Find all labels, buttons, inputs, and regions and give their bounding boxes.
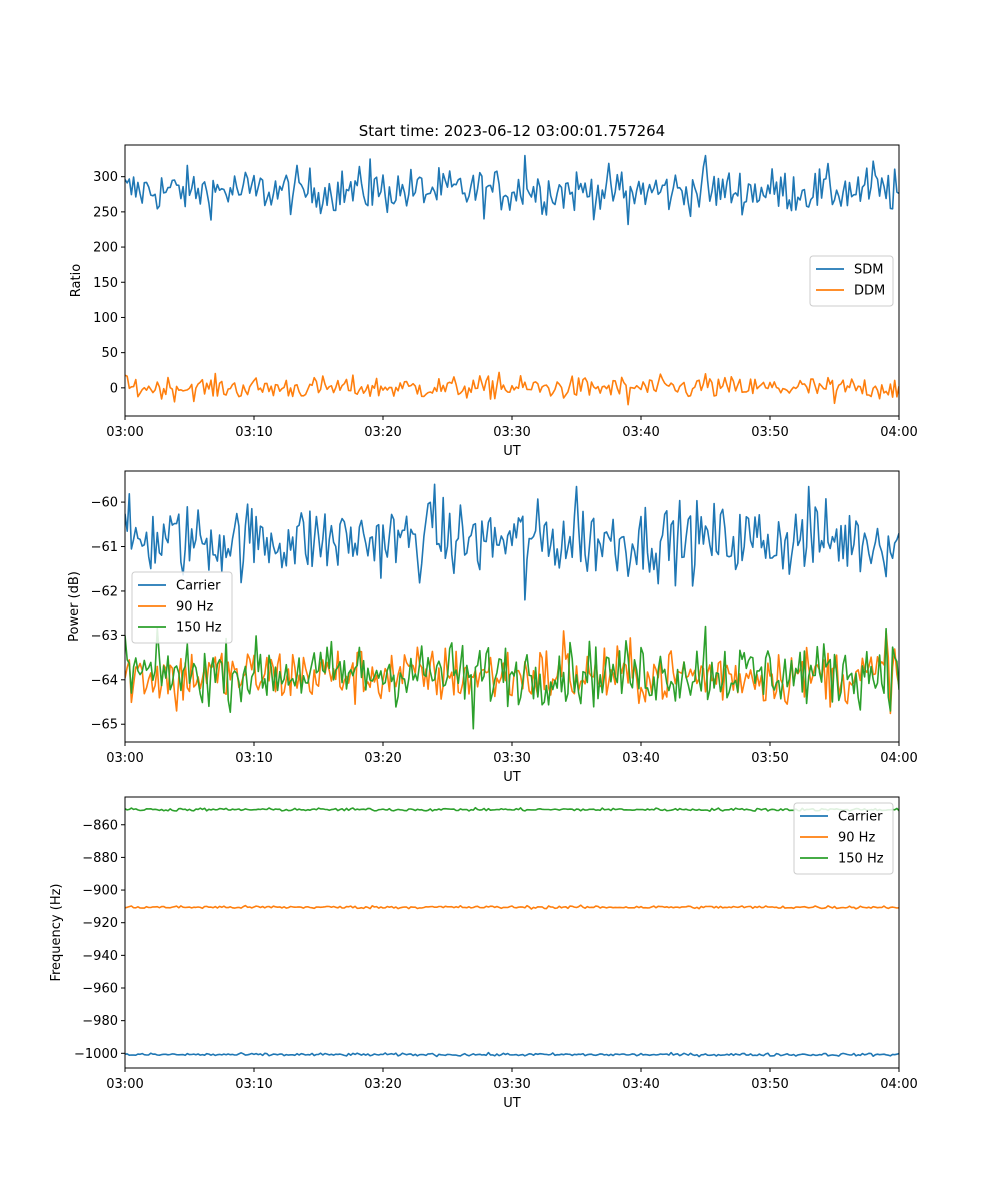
x-tick-label: 03:00 (106, 751, 143, 766)
y-tick-label: −940 (82, 949, 118, 964)
x-tick-label: 03:00 (106, 1077, 143, 1092)
y-tick-label: −900 (82, 884, 118, 899)
x-axis-label: UT (503, 444, 521, 459)
legend-label: Carrier (176, 579, 221, 594)
y-tick-label: −65 (91, 718, 118, 733)
legend-label: DDM (854, 284, 885, 299)
y-tick-label: 0 (110, 381, 118, 396)
legend-label: SDM (854, 263, 883, 278)
series-line-frequency-150-hz (125, 806, 899, 812)
y-tick-label: −62 (91, 584, 118, 599)
legend: SDM DDM (809, 255, 894, 307)
y-tick-label: −1000 (74, 1047, 118, 1062)
y-tick-label: −960 (82, 982, 118, 997)
x-axis-label: UT (503, 770, 521, 785)
x-tick-label: 03:20 (364, 751, 401, 766)
y-tick-label: −60 (91, 496, 118, 511)
x-tick-label: 04:00 (880, 425, 917, 440)
axes-frame (124, 144, 900, 417)
x-tick-label: 03:10 (235, 751, 272, 766)
y-tick-label: −860 (82, 818, 118, 833)
y-tick-label: −880 (82, 851, 118, 866)
y-tick-label: −920 (82, 916, 118, 931)
x-tick-label: 03:10 (235, 425, 272, 440)
x-tick-label: 03:10 (235, 1077, 272, 1092)
x-tick-label: 03:40 (622, 751, 659, 766)
legend-label: 150 Hz (176, 621, 222, 636)
y-axis-label: Ratio (69, 264, 84, 297)
y-tick-label: 250 (93, 205, 118, 220)
y-tick-label: 150 (93, 276, 118, 291)
y-axis-label: Power (dB) (67, 571, 82, 642)
panel-power: 03:00 03:10 03:20 03:30 03:40 03:50 04:00 −65 −6… (67, 470, 918, 785)
legend-box (131, 571, 233, 644)
x-tick-label: 03:30 (493, 1077, 530, 1092)
x-axis-label: UT (503, 1096, 521, 1111)
series-line-power-150-hz (125, 625, 899, 730)
figure-title: Start time: 2023-06-12 03:00:01.757264 (359, 122, 665, 140)
x-tick-label: 03:40 (622, 1077, 659, 1092)
y-tick-label: 100 (93, 311, 118, 326)
x-tick-label: 03:20 (364, 425, 401, 440)
legend-label: Carrier (838, 810, 883, 825)
y-tick-label: 300 (93, 170, 118, 185)
x-tick-label: 03:30 (493, 751, 530, 766)
legend-label: 150 Hz (838, 852, 884, 867)
series-line-ratio-sdm (125, 154, 899, 226)
axes-frame (124, 796, 900, 1069)
x-tick-label: 04:00 (880, 1077, 917, 1092)
y-tick-label: 50 (101, 346, 118, 361)
y-tick-label: −61 (91, 540, 118, 555)
y-tick-label: 200 (93, 241, 118, 256)
series-line-ratio-ddm (125, 371, 899, 406)
y-tick-label: −64 (91, 673, 118, 688)
x-tick-label: 03:50 (751, 751, 788, 766)
legend-label: 90 Hz (838, 831, 875, 846)
legend: Carrier 90 Hz 150 Hz (793, 802, 894, 875)
x-tick-label: 03:30 (493, 425, 530, 440)
series-line-frequency-carrier (125, 1051, 899, 1058)
legend: Carrier 90 Hz 150 Hz (131, 571, 233, 644)
series-line-power-carrier (125, 483, 899, 601)
y-axis-label: Frequency (Hz) (49, 883, 64, 981)
legend-label: 90 Hz (176, 600, 213, 615)
legend-box (793, 802, 894, 875)
y-tick-label: −980 (82, 1014, 118, 1029)
x-tick-label: 03:50 (751, 425, 788, 440)
x-tick-label: 03:50 (751, 1077, 788, 1092)
panel-ratio: 03:00 03:10 03:20 03:30 03:40 03:50 04:00 0 50 10… (69, 144, 918, 459)
x-tick-label: 03:00 (106, 425, 143, 440)
x-tick-label: 03:40 (622, 425, 659, 440)
x-tick-label: 04:00 (880, 751, 917, 766)
panel-frequency: 03:00 03:10 03:20 03:30 03:40 03:50 04:00 −1000… (49, 796, 918, 1111)
series-line-frequency-90-hz (125, 904, 899, 910)
y-tick-label: −63 (91, 629, 118, 644)
x-tick-label: 03:20 (364, 1077, 401, 1092)
series-line-power-90-hz (125, 630, 899, 715)
